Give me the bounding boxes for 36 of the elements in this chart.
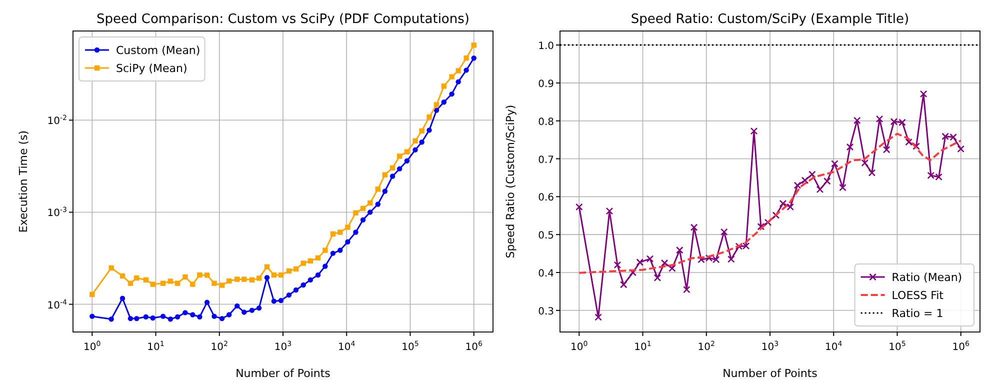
x-tick-label: 10$^{0}$ [570,340,588,353]
legend-label: LOESS Fit [892,289,944,302]
x-axis-title: Number of Points [236,367,331,380]
y-tick-label: 0.7 [538,154,554,166]
x-tick-label: 10$^{0}$ [84,340,101,353]
y-tick-label: 0.5 [538,230,554,242]
y-tick-label: 0.6 [538,192,554,204]
chart-title: Speed Comparison: Custom vs SciPy (PDF Computations) [96,12,470,27]
y-axis-title: Speed Ratio (Custom/SciPy) [504,104,517,258]
x-tick-label: 10$^{5}$ [402,340,419,353]
x-tick-label: 10$^{1}$ [147,340,164,353]
x-axis-title: Number of Points [722,367,818,380]
x-tick-label: 10$^{5}$ [888,340,906,353]
x-tick-label: 10$^{6}$ [465,340,483,353]
x-tick-label: 10$^{1}$ [634,340,652,353]
y-axis-title: Execution Time (s) [17,130,30,233]
legend-label: Ratio (Mean) [892,271,962,284]
legend-label: Ratio = 1 [892,307,944,320]
y-tick-label: 10$^{-2}$ [47,114,67,128]
y-tick-label: 10$^{-3}$ [47,206,67,220]
x-tick-label: 10$^{3}$ [274,340,292,353]
x-tick-label: 10$^{3}$ [761,340,779,353]
y-tick-label: 0.8 [538,116,554,128]
chart-title: Speed Ratio: Custom/SciPy (Example Title) [630,12,910,27]
y-tick-label: 0.3 [538,306,554,318]
x-tick-label: 10$^{4}$ [825,340,843,353]
legend-label: SciPy (Mean) [116,62,188,75]
x-tick-label: 10$^{4}$ [338,340,356,353]
y-tick-label: 0.9 [538,78,554,90]
x-tick-label: 10$^{2}$ [698,340,715,353]
y-tick-label: 1.0 [538,41,554,52]
legend-label: Custom (Mean) [116,44,200,57]
y-tick-label: 0.4 [538,268,554,280]
x-tick-label: 10$^{2}$ [210,340,228,353]
x-tick-label: 10$^{6}$ [952,340,970,353]
y-tick-label: 10$^{-4}$ [47,298,68,312]
